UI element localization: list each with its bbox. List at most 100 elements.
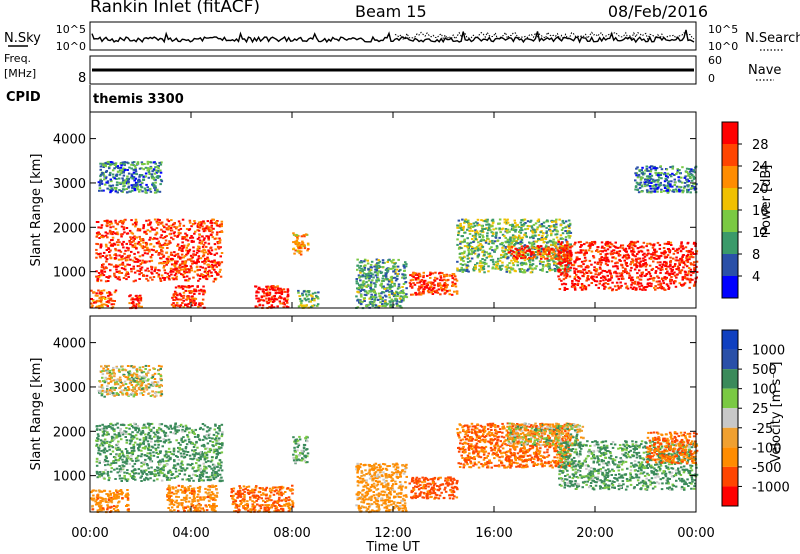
data-cell [548, 268, 551, 271]
data-cell [356, 306, 360, 309]
data-cell [536, 226, 539, 229]
data-cell [301, 292, 304, 295]
data-cell [379, 266, 382, 268]
data-cell [418, 286, 421, 289]
data-cell [199, 224, 203, 227]
data-cell [550, 234, 553, 237]
data-cell [131, 244, 134, 247]
data-cell [409, 274, 412, 277]
data-cell [149, 230, 152, 233]
data-cell [165, 228, 169, 231]
data-cell [99, 179, 102, 182]
data-cell [180, 286, 183, 289]
data-cell [207, 434, 210, 437]
data-cell [370, 293, 373, 296]
data-cell [108, 275, 111, 278]
data-cell [124, 268, 127, 271]
data-cell [210, 260, 214, 263]
data-cell [404, 261, 407, 264]
data-cell [129, 236, 132, 239]
data-cell [123, 252, 126, 255]
data-cell [127, 456, 131, 458]
data-cell [134, 167, 137, 170]
data-cell [639, 278, 643, 281]
data-cell [194, 428, 197, 431]
data-cell [360, 260, 363, 263]
data-cell [379, 272, 383, 274]
data-cell [182, 299, 185, 302]
data-cell [156, 242, 159, 245]
data-cell [189, 265, 193, 268]
data-cell [519, 231, 523, 234]
data-cell [99, 162, 102, 165]
data-cell [195, 262, 198, 265]
data-cell [542, 225, 546, 228]
data-cell [660, 252, 664, 255]
data-cell [202, 293, 205, 296]
data-cell [528, 258, 531, 261]
data-cell [204, 268, 207, 271]
data-cell [451, 281, 454, 284]
data-cell [130, 173, 134, 176]
data-cell [447, 278, 450, 281]
data-cell [640, 169, 643, 172]
data-cell [686, 178, 689, 181]
data-cell [157, 175, 160, 178]
data-cell [443, 275, 446, 278]
data-cell [173, 459, 176, 462]
data-cell [121, 477, 124, 480]
data-cell [424, 279, 427, 282]
data-cell [569, 249, 572, 252]
data-cell [492, 263, 495, 266]
data-cell [423, 282, 426, 285]
data-cell [498, 227, 501, 230]
data-cell [160, 234, 163, 237]
data-cell [205, 457, 208, 460]
data-cell [520, 263, 524, 266]
data-cell [182, 246, 185, 249]
data-cell [472, 268, 475, 271]
data-cell [558, 256, 562, 259]
data-cell [155, 176, 158, 179]
data-cell [483, 259, 487, 262]
beam-title: Beam 15 [355, 2, 427, 21]
data-cell [106, 232, 109, 235]
nave-label: Nave [748, 63, 781, 78]
data-cell [522, 245, 525, 248]
data-cell [565, 245, 569, 248]
data-cell [597, 250, 600, 253]
data-cell [688, 173, 691, 176]
data-cell [562, 222, 566, 225]
data-cell [482, 266, 485, 269]
data-cell [646, 278, 650, 281]
data-cell [360, 275, 363, 278]
data-cell [374, 304, 378, 307]
data-cell [279, 287, 282, 290]
data-cell [535, 265, 538, 268]
data-cell [438, 279, 442, 282]
colorbar-label: 24 [752, 160, 769, 175]
data-cell [183, 255, 187, 258]
data-cell [97, 253, 100, 256]
data-cell [190, 239, 194, 242]
data-cell [513, 269, 516, 272]
data-cell [398, 286, 401, 289]
data-cell [313, 299, 316, 302]
data-cell [309, 306, 313, 309]
data-cell [517, 238, 520, 241]
data-cell [459, 222, 462, 225]
colorbar-label: 20 [752, 182, 769, 197]
data-cell [212, 218, 215, 221]
data-cell [408, 281, 412, 284]
data-cell [570, 264, 574, 266]
data-cell [142, 178, 145, 181]
data-cell [509, 238, 512, 241]
data-cell [97, 276, 101, 278]
data-cell [113, 272, 116, 275]
data-cell [190, 304, 194, 307]
data-cell [668, 173, 672, 176]
data-cell [196, 446, 199, 449]
data-cell [163, 278, 166, 281]
data-cell [539, 255, 543, 258]
data-cell [686, 241, 690, 244]
